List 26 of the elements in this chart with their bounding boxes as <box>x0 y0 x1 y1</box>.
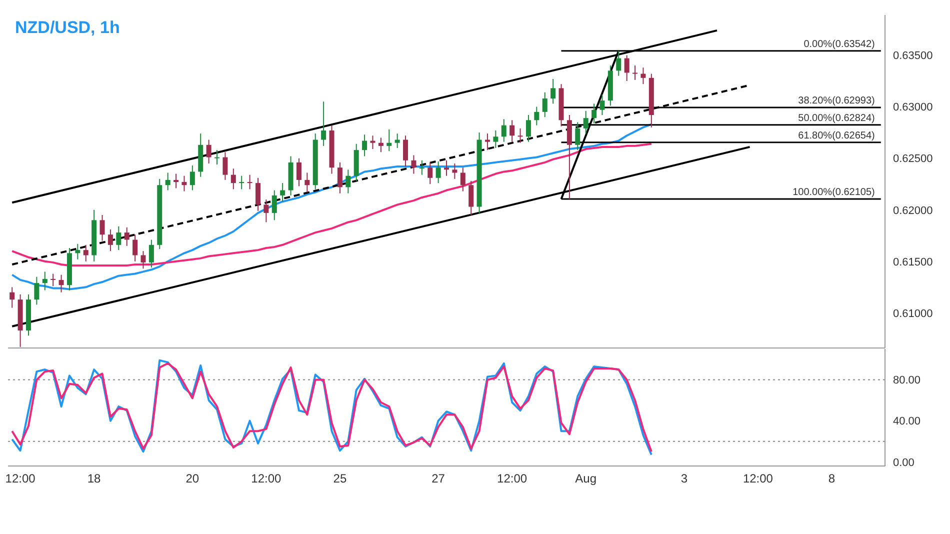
x-tick-label: 20 <box>186 472 200 486</box>
y-tick-label: 0.63000 <box>893 102 933 114</box>
chart-title: NZD/USD, 1h <box>15 18 120 38</box>
x-tick-label: 12:00 <box>497 472 528 486</box>
x-tick-label: 3 <box>680 472 688 486</box>
x-tick-label: 27 <box>432 472 446 486</box>
y-tick-label: 0.63500 <box>893 50 933 62</box>
x-tick-label: 12:00 <box>251 472 282 486</box>
x-tick-label: 12:00 <box>5 472 36 486</box>
y-tick-label: 0.62000 <box>893 204 933 217</box>
series-label: 0.00%(0.63542) <box>804 38 875 50</box>
x-tick-label: Aug <box>575 472 597 486</box>
series-label: 50.00%(0.62824) <box>798 112 875 124</box>
y-tick-label: 0.61500 <box>893 256 933 268</box>
series-label: 61.80%(0.62654) <box>798 130 875 142</box>
y-tick-label: 0.61000 <box>893 308 933 320</box>
series-label: 100.00%(0.62105) <box>792 187 875 198</box>
y-tick-label: 40.00 <box>893 416 921 428</box>
y-tick-label: 0.62500 <box>893 153 933 166</box>
y-tick-label: 0.00 <box>893 456 914 469</box>
y-tick-label: 80.00 <box>893 374 921 387</box>
x-tick-label: 18 <box>87 472 102 486</box>
series-label: 38.20%(0.62993) <box>798 95 875 106</box>
x-tick-label: 25 <box>333 472 347 486</box>
x-tick-label: 8 <box>828 472 836 486</box>
x-tick-label: 12:00 <box>742 472 774 486</box>
